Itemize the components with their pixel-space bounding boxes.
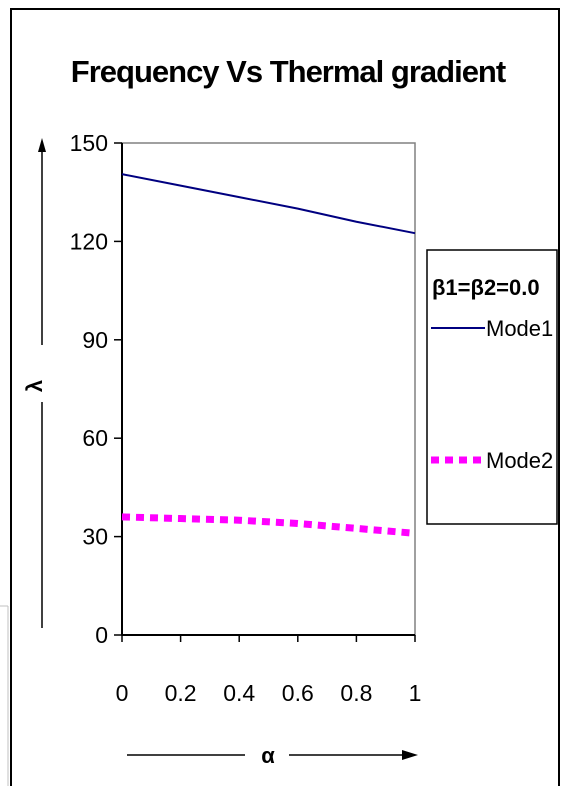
x-axis-title: α	[127, 743, 418, 768]
legend: β1=β2=0.0 Mode1 Mode2	[426, 249, 558, 525]
legend-label-mode2: Mode2	[486, 448, 553, 473]
y-tick-label: 60	[82, 425, 108, 451]
decorative-left-bracket	[0, 605, 9, 786]
x-tick-label: 0.2	[165, 680, 197, 706]
y-tick-label: 30	[82, 524, 108, 550]
y-tick-label: 0	[95, 622, 108, 648]
legend-label-mode1: Mode1	[486, 316, 553, 341]
legend-box	[426, 249, 558, 525]
y-tick-label: 150	[70, 130, 108, 156]
y-axis-label: λ	[22, 380, 47, 392]
x-axis-label: α	[261, 743, 275, 768]
y-axis-arrow-head	[38, 138, 46, 152]
plot-border	[121, 142, 416, 636]
plot-area	[121, 142, 416, 636]
series-line-mode2	[121, 513, 416, 537]
x-ticks: 0 0.2 0.4 0.6 0.8 1	[116, 635, 422, 706]
chart-title: Frequency Vs Thermal gradient	[71, 54, 506, 89]
y-tick-label: 90	[82, 327, 108, 353]
y-tick-label: 120	[70, 228, 108, 254]
series-layer	[121, 173, 416, 537]
y-axis-title: λ	[22, 138, 47, 628]
legend-title: β1=β2=0.0	[432, 275, 540, 300]
y-ticks: 0 30 60 90 120 150	[70, 130, 122, 648]
x-tick-label: 0	[116, 680, 129, 706]
x-tick-label: 0.4	[223, 680, 255, 706]
series-line-mode1	[121, 173, 416, 235]
x-axis-arrow-head	[402, 750, 418, 760]
x-tick-label: 0.6	[282, 680, 314, 706]
chart-frame	[10, 8, 560, 786]
x-tick-label: 1	[409, 680, 422, 706]
x-tick-label: 0.8	[340, 680, 372, 706]
